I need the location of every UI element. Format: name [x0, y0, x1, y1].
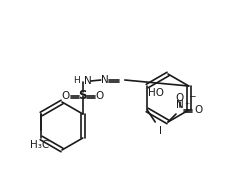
- Text: H₃C: H₃C: [30, 140, 49, 150]
- Text: +: +: [183, 101, 188, 106]
- Text: O: O: [175, 93, 183, 103]
- Text: N: N: [175, 100, 183, 110]
- Text: N: N: [83, 76, 91, 86]
- Text: O: O: [193, 105, 201, 115]
- Text: HO: HO: [147, 88, 163, 98]
- Text: N: N: [101, 75, 108, 85]
- Text: I: I: [158, 126, 161, 136]
- Text: −: −: [187, 91, 195, 100]
- Text: H: H: [73, 77, 79, 86]
- Text: S: S: [78, 89, 87, 102]
- Text: O: O: [95, 91, 104, 101]
- Text: O: O: [61, 91, 70, 101]
